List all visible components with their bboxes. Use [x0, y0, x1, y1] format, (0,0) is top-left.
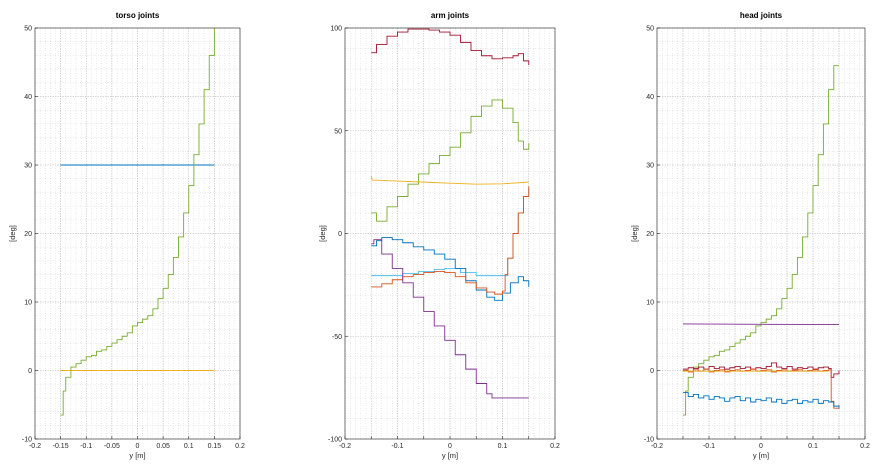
chart-1-x-tick-label-0-05: 0.05: [156, 443, 170, 450]
chart-1-x-tick-label-0-1: 0.1: [184, 443, 194, 450]
chart-1-y-tick-label-10: 10: [24, 300, 32, 307]
chart-3-y-tick-label-0: 0: [650, 368, 654, 375]
chart-3-y-tick-label-10: -10: [644, 437, 654, 444]
chart-3-y-tick-label-40: 40: [646, 94, 654, 101]
chart-3-x-tick-label-0: 0: [759, 443, 763, 450]
chart-1-x-tick-label-0-15: -0.15: [53, 443, 69, 450]
chart-1-x-tick-label-0-05: -0.05: [104, 443, 120, 450]
chart-3-y-tick-label-30: 30: [646, 163, 654, 170]
chart-1-x-tick-label-0-1: -0.1: [80, 443, 92, 450]
chart-2-y-tick-label-0: 0: [338, 231, 342, 238]
chart-2-series-line-2: [371, 99, 530, 222]
chart-1-x-tick-label-0-15: 0.15: [208, 443, 222, 450]
chart-1-y-tick-label-20: 20: [24, 231, 32, 238]
chart-3-series-line-3: [683, 362, 840, 378]
chart-2-series-line-1: [371, 28, 530, 65]
chart-2-x-tick-label-0-1: 0.1: [498, 443, 508, 450]
chart-2-series-line-3: [370, 175, 529, 185]
chart-3-y-axis-label: [deg]: [630, 225, 639, 242]
chart-3-y-tick-label-20: 20: [646, 231, 654, 238]
chart-3-x-tick-label-0-2: 0.2: [860, 443, 870, 450]
chart-3-y-tick-label-50: 50: [646, 26, 654, 33]
chart-2-x-axis-label: y [m]: [442, 451, 458, 460]
chart-1-x-tick-label-0: 0: [136, 443, 140, 450]
chart-2-x-tick-label-0-1: -0.1: [391, 443, 403, 450]
chart-1-y-tick-label-40: 40: [24, 94, 32, 101]
chart-2-y-tick-label-50: -50: [332, 334, 342, 341]
chart-2-y-tick-label-50: 50: [334, 128, 342, 135]
chart-2-y-tick-label-100: 100: [330, 26, 342, 33]
chart-3-series-line-2: [682, 323, 840, 326]
chart-2-series-line-5: [371, 237, 530, 301]
chart-1-x-tick-label-0-2: -0.2: [29, 443, 41, 450]
chart-2-x-tick-label-0-2: -0.2: [339, 443, 351, 450]
chart-1-y-axis-label: [deg]: [8, 225, 17, 242]
chart-3-x-tick-label-0-1: 0.1: [808, 443, 818, 450]
chart-3: -0.2 -0.1 0 0.1 0.2 -10 0 10 20 30 40 50 head joints…: [630, 11, 870, 460]
chart-2-x-tick-label-0: 0: [448, 443, 452, 450]
chart-2-y-axis-label: [deg]: [318, 225, 327, 242]
chart-1: -0.2 -0.15 -0.1 -0.05 0 0.05 0.1 0.15 0.2 -10 0 10 2…: [8, 11, 245, 460]
chart-3-x-axis-label: y [m]: [753, 451, 769, 460]
chart-1-y-tick-label-50: 50: [24, 26, 32, 33]
chart-1-y-tick-label-0: 0: [28, 368, 32, 375]
chart-3-y-tick-label-10: 10: [646, 300, 654, 307]
chart-1-title: torso joints: [116, 11, 160, 20]
chart-1-y-tick-label-30: 30: [24, 163, 32, 170]
chart-2-series-line-6: [371, 186, 530, 295]
chart-1-x-axis-label: y [m]: [129, 451, 145, 460]
chart-2-title: arm joints: [431, 11, 470, 20]
chart-3-series-line-4: [683, 368, 840, 409]
chart-2-x-tick-label-0-2: 0.2: [550, 443, 560, 450]
chart-3-series-line-6: [683, 391, 840, 409]
chart-3-series-line-1: [683, 65, 839, 416]
chart-2-series-line-7: [371, 239, 529, 399]
chart-1-x-tick-label-0-2: 0.2: [235, 443, 245, 450]
chart-1-y-tick-label-10: -10: [22, 437, 32, 444]
chart-3-x-tick-label-0-1: -0.1: [703, 443, 715, 450]
chart-3-title: head joints: [740, 11, 783, 20]
chart-2: -0.2 -0.1 0 0.1 0.2 -100 -50 0 50 100 arm joints y …: [318, 11, 560, 460]
chart-3-x-tick-label-0-2: -0.2: [651, 443, 663, 450]
chart-2-y-tick-label-100: -100: [328, 437, 342, 444]
chart-1-series-line-3: [60, 28, 215, 416]
